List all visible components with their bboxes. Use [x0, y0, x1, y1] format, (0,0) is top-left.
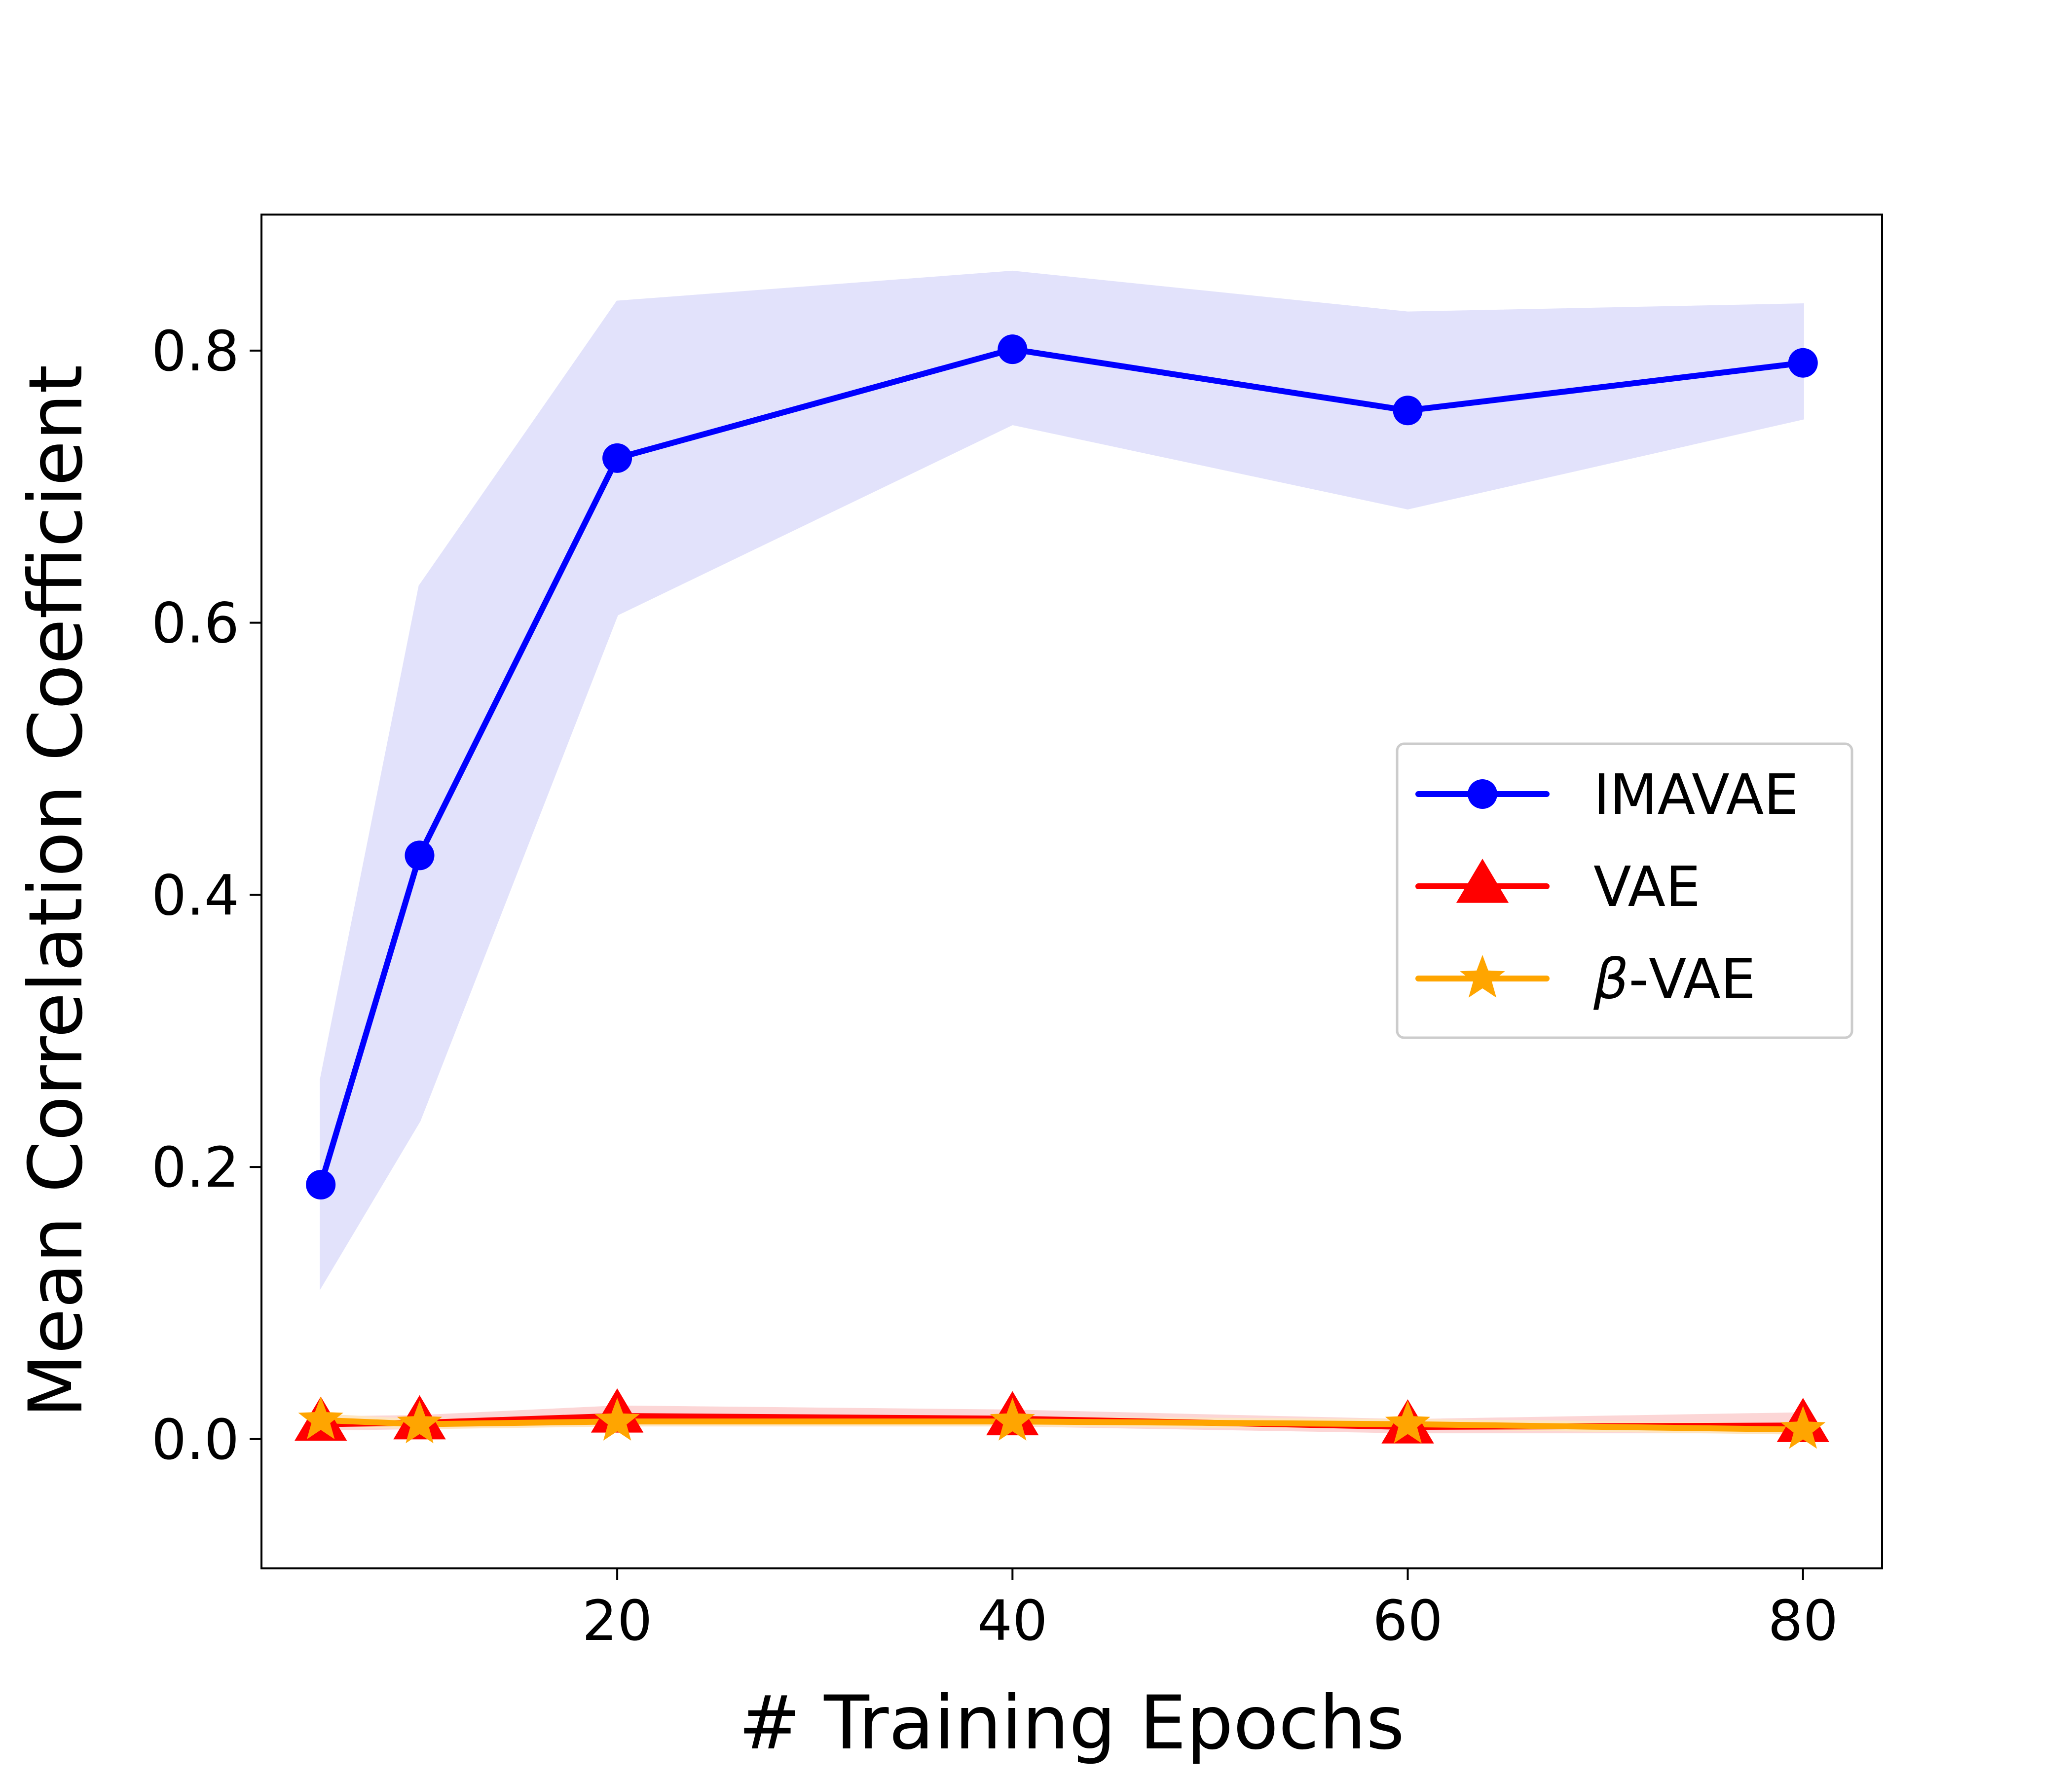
x-tick-label: 20	[582, 1589, 653, 1653]
imavae-point	[998, 334, 1028, 364]
legend-vae-label: VAE	[1593, 855, 1701, 919]
beta-vae-point	[594, 1398, 640, 1441]
y-tick-label: 0.2	[151, 1136, 239, 1200]
legend: IMAVAE VAE β-VAE	[1396, 742, 1853, 1039]
x-tick-label: 80	[1768, 1589, 1838, 1653]
y-tick-label: 0.6	[151, 592, 239, 656]
beta-vae-point	[990, 1398, 1035, 1441]
beta-vae-point	[1780, 1406, 1826, 1449]
y-tick-label: 0.4	[151, 864, 239, 928]
legend-imavae-label: IMAVAE	[1593, 763, 1799, 827]
legend-imavae-marker	[1468, 779, 1497, 809]
legend-vae-marker	[1456, 859, 1509, 903]
beta-vae-point	[397, 1400, 443, 1444]
series-markers	[295, 334, 1829, 1449]
legend-items: IMAVAE VAE β-VAE	[1415, 763, 1799, 1012]
imavae-point	[1393, 396, 1423, 426]
y-tick-label: 0.0	[151, 1408, 239, 1472]
imavae-confidence-band	[320, 270, 1804, 1291]
plot-area-frame	[260, 214, 1883, 1569]
imavae-point	[405, 840, 435, 871]
imavae-line	[318, 346, 1806, 1188]
legend-beta-vae-marker	[1460, 955, 1505, 998]
x-tick-label: 60	[1372, 1589, 1443, 1653]
legend-frame	[1396, 742, 1853, 1039]
x-axis-ticks: 20 40 60 80	[582, 1568, 1838, 1653]
imavae-point	[1788, 348, 1818, 378]
legend-beta-vae-label: β-VAE	[1593, 947, 1756, 1012]
x-tick-label: 40	[977, 1589, 1048, 1653]
y-axis-ticks: 0.0 0.2 0.4 0.6 0.8	[151, 320, 261, 1472]
beta-vae-point	[298, 1396, 343, 1440]
imavae-point	[602, 443, 632, 473]
y-axis-label: Mean Correlation Coefficient	[13, 364, 99, 1417]
x-axis-label: # Training Epochs	[739, 1680, 1405, 1766]
y-tick-label: 0.8	[151, 320, 239, 384]
imavae-point	[306, 1170, 336, 1200]
beta-vae-point	[1385, 1400, 1431, 1444]
